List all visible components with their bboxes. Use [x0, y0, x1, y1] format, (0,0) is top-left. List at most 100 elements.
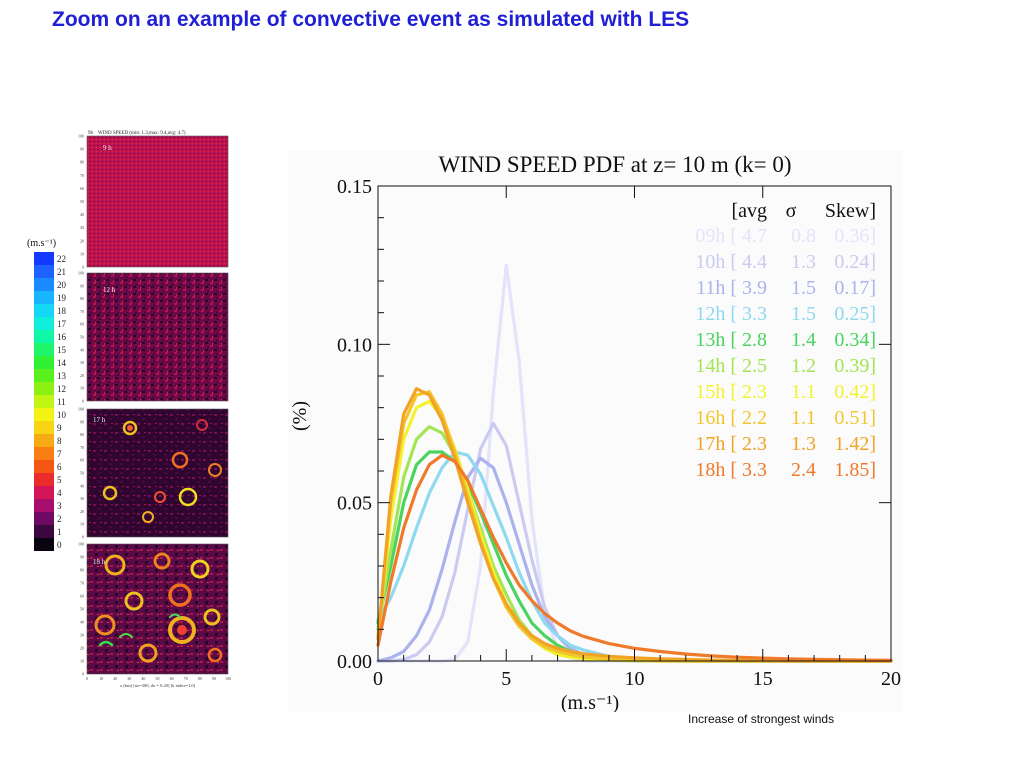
snapshot-y-tick: 90	[80, 283, 84, 288]
snapshot-y-tick: 70	[80, 309, 84, 314]
slide-caption: Increase of strongest winds	[688, 712, 835, 726]
snapshot-x-tick: 0	[86, 676, 88, 681]
snapshot-y-tick: 60	[80, 594, 84, 599]
snapshot-y-tick: 60	[80, 322, 84, 327]
colorbar-swatch	[34, 486, 54, 499]
snapshot-y-tick: 70	[80, 581, 84, 586]
colorbar-swatch	[34, 278, 54, 291]
colorbar-tick-label: 5	[57, 475, 62, 485]
colorbar-tick-label: 16	[57, 332, 67, 342]
colorbar-swatch	[34, 447, 54, 460]
x-tick-label: 15	[753, 668, 773, 690]
snapshot-x-tick: 30	[127, 676, 131, 681]
legend-sigma: 1.2	[791, 355, 816, 377]
snapshot-x-tick: 40	[141, 676, 145, 681]
legend-sigma: 2.4	[791, 459, 816, 481]
snapshot-x-tick: 80	[198, 676, 202, 681]
convective-cells	[102, 419, 222, 523]
chart-legend: [avg σ Skew] 09h [ 4.7 0.8 0.36] 10h [ 4.4 1.3 0…	[695, 200, 876, 481]
colorbar-swatch	[34, 395, 54, 408]
legend-sigma: 1.4	[791, 329, 816, 351]
chart-x-label: (m.s⁻¹)	[561, 692, 619, 712]
legend-entry-18h: 18h [ 3.3	[695, 459, 767, 481]
convective-cells	[94, 552, 223, 663]
legend-header: σ	[786, 200, 797, 222]
x-tick-label: 0	[373, 668, 383, 690]
snapshot-y-tick: 70	[80, 173, 84, 178]
legend-skew: 0.34]	[834, 329, 876, 351]
colorbar-tick-label: 6	[57, 462, 62, 472]
colorbar-tick-label: 8	[57, 436, 62, 446]
legend-skew: 0.42]	[834, 381, 876, 403]
chart-background	[288, 150, 902, 712]
snapshot-y-tick: 20	[80, 509, 84, 514]
snapshot-y-tick: 40	[80, 620, 84, 625]
legend-skew: 1.85]	[834, 459, 876, 481]
legend-sigma: 1.1	[791, 381, 816, 403]
snapshot-y-tick: 50	[80, 335, 84, 340]
x-tick-label: 20	[881, 668, 901, 690]
colorbar-swatch	[34, 304, 54, 317]
snapshot-y-tick: 100	[78, 542, 84, 547]
snapshot-header: WIND SPEED (min: 1.3,max: 9.4,avg: 4.7)	[98, 131, 186, 136]
legend-sigma: 1.1	[791, 407, 816, 429]
colorbar-swatch	[34, 330, 54, 343]
panel-label: 18 h	[93, 558, 106, 566]
snapshot-y-tick: 30	[80, 633, 84, 638]
snapshot-x-tick: 60	[170, 676, 174, 681]
x-tick-label: 5	[501, 668, 511, 690]
snapshot-panel-18h: 18 h	[86, 543, 229, 675]
colorbar-swatch	[34, 291, 54, 304]
colorbar-tick-label: 17	[57, 319, 67, 329]
snapshot-x-label: x (km) [nx=300, dx = 0.20] [k index=1.0]	[120, 683, 196, 689]
snapshot-y-tick: 20	[80, 646, 84, 651]
wind-speed-pdf-chart: WIND SPEED PDF at z= 10 m (k= 0) (m.s⁻¹)…	[288, 150, 902, 712]
legend-entry-10h: 10h [ 4.4	[695, 251, 767, 273]
colorbar-swatch	[34, 473, 54, 486]
colorbar-tick-label: 21	[57, 267, 66, 277]
legend-header: Skew]	[825, 200, 876, 222]
snapshot-y-tick: 0	[82, 399, 84, 404]
snapshot-y-tick: 40	[80, 212, 84, 217]
legend-entry-17h: 17h [ 2.3	[695, 433, 767, 455]
snapshot-y-tick: 40	[80, 483, 84, 488]
snapshot-y-tick: 0	[82, 265, 84, 270]
colorbar-tick-label: 2	[57, 514, 62, 524]
snapshot-panel-17h: 17 h	[86, 408, 229, 538]
series-line-18h	[376, 453, 893, 662]
snapshot-header-hour: 9h	[88, 131, 94, 136]
colorbar-swatch	[34, 382, 54, 395]
colorbar-swatch	[34, 538, 54, 551]
colorbar-swatch	[34, 252, 54, 265]
colorbar-tick-label: 12	[57, 384, 66, 394]
legend-sigma: 1.5	[791, 277, 816, 299]
x-tick-label: 10	[625, 668, 645, 690]
colorbar-swatch	[34, 265, 54, 278]
legend-skew: 0.17]	[834, 277, 876, 299]
colorbar-tick-label: 19	[57, 293, 67, 303]
colorbar-tick-label: 18	[57, 306, 67, 316]
colorbar-tick-label: 14	[57, 358, 67, 368]
legend-entry-13h: 13h [ 2.8	[695, 329, 767, 351]
snapshot-y-tick: 30	[80, 360, 84, 365]
snapshot-y-tick: 90	[80, 419, 84, 424]
legend-skew: 0.24]	[834, 251, 876, 273]
snapshot-x-tick: 20	[113, 676, 117, 681]
snapshot-y-tick: 90	[80, 147, 84, 152]
colorbar-swatch	[34, 525, 54, 538]
colorbar-swatch	[34, 369, 54, 382]
slide-title: Zoom on an example of convective event a…	[52, 8, 690, 31]
legend-sigma: 1.3	[791, 251, 816, 273]
colorbar-unit: (m.s⁻¹)	[27, 238, 56, 249]
snapshot-y-tick: 60	[80, 186, 84, 191]
colorbar-swatch	[34, 317, 54, 330]
wind-speed-snapshots: 9h WIND SPEED (min: 1.3,max: 9.4,avg: 4.…	[78, 131, 231, 689]
snapshot-y-tick: 50	[80, 199, 84, 204]
colorbar-tick-label: 11	[57, 397, 66, 407]
legend-skew: 0.39]	[834, 355, 876, 377]
colorbar-tick-label: 20	[57, 280, 67, 290]
snapshot-y-tick: 10	[80, 522, 84, 527]
snapshot-y-tick: 80	[80, 432, 84, 437]
legend-entry-16h: 16h [ 2.2	[695, 407, 767, 429]
snapshot-panel-12h: 12 h	[86, 272, 229, 402]
